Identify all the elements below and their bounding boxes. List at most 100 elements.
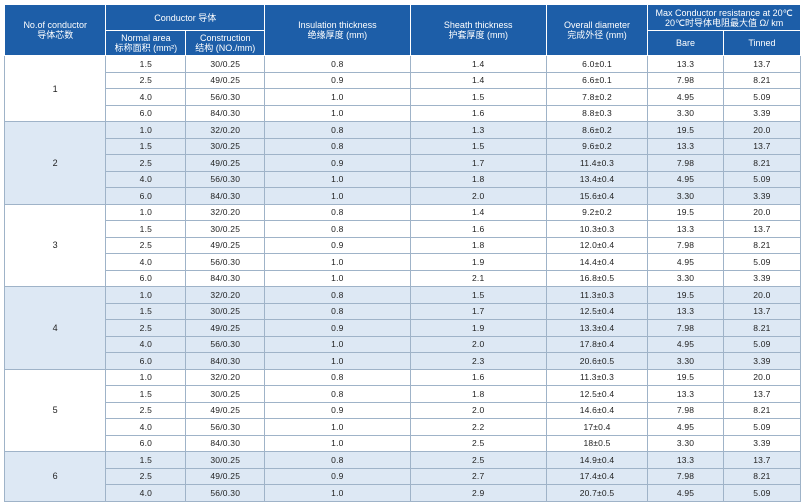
insulation-cell: 0.9	[264, 154, 411, 172]
insulation-cell: 1.0	[264, 88, 411, 106]
table-row: 2.5 49/0.25 0.9 1.7 11.4±0.3 7.98 8.21	[5, 154, 801, 172]
construction-cell: 49/0.25	[185, 401, 266, 419]
tinned-resistance-cell: 5.09	[722, 253, 801, 271]
header-no-conductor: No.of conductor 导体芯数	[3, 4, 107, 56]
construction-cell: 32/0.20	[185, 368, 266, 386]
overall-diameter-cell: 18±0.5	[545, 434, 649, 452]
sheath-cell: 2.9	[409, 484, 547, 502]
insulation-cell: 0.8	[264, 121, 411, 139]
construction-cell: 56/0.30	[185, 335, 266, 353]
construction-cell: 84/0.30	[185, 434, 266, 452]
tinned-resistance-cell: 8.21	[722, 319, 801, 337]
header-sheath-en: Sheath thickness	[443, 20, 513, 30]
header-overall-diameter: Overall diameter 完成外径 (mm)	[545, 4, 649, 56]
construction-cell: 32/0.20	[185, 203, 266, 221]
table-row: 4.0 56/0.30 1.0 1.9 14.4±0.4 4.95 5.09	[5, 253, 801, 271]
construction-cell: 49/0.25	[185, 319, 266, 337]
construction-cell: 56/0.30	[185, 253, 266, 271]
construction-cell: 30/0.25	[185, 385, 266, 403]
sheath-cell: 1.6	[409, 368, 547, 386]
normal-area-cell: 4.0	[105, 170, 187, 188]
insulation-cell: 0.8	[264, 302, 411, 320]
tinned-resistance-cell: 20.0	[722, 203, 801, 221]
tinned-resistance-cell: 3.39	[722, 187, 801, 205]
table-row: 1.5 30/0.25 0.8 1.6 10.3±0.3 13.3 13.7	[5, 220, 801, 238]
sheath-cell: 1.7	[409, 302, 547, 320]
construction-cell: 49/0.25	[185, 236, 266, 254]
sheath-cell: 1.9	[409, 253, 547, 271]
header-normal-area-en: Normal area	[121, 33, 171, 43]
insulation-cell: 1.0	[264, 418, 411, 436]
bare-resistance-cell: 13.3	[647, 55, 724, 73]
overall-diameter-cell: 11.4±0.3	[545, 154, 649, 172]
construction-cell: 56/0.30	[185, 418, 266, 436]
insulation-cell: 1.0	[264, 434, 411, 452]
overall-diameter-cell: 7.8±0.2	[545, 88, 649, 106]
table-row: 6.0 84/0.30 1.0 2.3 20.6±0.5 3.30 3.39	[5, 352, 801, 370]
tinned-resistance-cell: 3.39	[722, 269, 801, 287]
construction-cell: 49/0.25	[185, 154, 266, 172]
sheath-cell: 2.0	[409, 401, 547, 419]
tinned-resistance-cell: 8.21	[722, 401, 801, 419]
normal-area-cell: 1.5	[105, 302, 187, 320]
overall-diameter-cell: 13.3±0.4	[545, 319, 649, 337]
overall-diameter-cell: 9.6±0.2	[545, 137, 649, 155]
normal-area-cell: 2.5	[105, 401, 187, 419]
sheath-cell: 2.7	[409, 467, 547, 485]
header-sheath-cn: 护套厚度 (mm)	[448, 30, 508, 40]
header-resistance-cn: 20℃时导体电阻最大值 Ω/ km	[664, 17, 784, 28]
table-row: 5 1.0 32/0.20 0.8 1.6 11.3±0.3 19.5 20.0	[3, 368, 801, 452]
table-row: 4.0 56/0.30 1.0 2.2 17±0.4 4.95 5.09	[5, 418, 801, 436]
header-resistance: Max Conductor resistance at 20℃ 20℃时导体电阻…	[647, 4, 801, 31]
header-overall-cn: 完成外径 (mm)	[567, 30, 627, 40]
normal-area-cell: 1.5	[105, 385, 187, 403]
construction-cell: 30/0.25	[185, 55, 266, 73]
insulation-cell: 1.0	[264, 484, 411, 502]
sheath-cell: 2.5	[409, 451, 547, 469]
insulation-cell: 0.8	[264, 137, 411, 155]
overall-diameter-cell: 14.6±0.4	[545, 401, 649, 419]
insulation-cell: 1.0	[264, 253, 411, 271]
construction-cell: 30/0.25	[185, 451, 266, 469]
tinned-resistance-cell: 13.7	[722, 137, 801, 155]
table-row: 4.0 56/0.30 1.0 2.0 17.8±0.4 4.95 5.09	[5, 335, 801, 353]
tinned-resistance-cell: 8.21	[722, 467, 801, 485]
tinned-resistance-cell: 5.09	[722, 484, 801, 502]
tinned-resistance-cell: 8.21	[722, 71, 801, 89]
insulation-cell: 0.9	[264, 467, 411, 485]
conductor-count-cell: 6	[3, 451, 107, 502]
normal-area-cell: 2.5	[105, 467, 187, 485]
bare-resistance-cell: 13.3	[647, 451, 724, 469]
normal-area-cell: 4.0	[105, 484, 187, 502]
tinned-resistance-cell: 8.21	[722, 236, 801, 254]
table-row: 2.5 49/0.25 0.9 2.7 17.4±0.4 7.98 8.21	[5, 467, 801, 485]
sheath-cell: 2.1	[409, 269, 547, 287]
normal-area-cell: 1.5	[105, 137, 187, 155]
insulation-cell: 1.0	[264, 170, 411, 188]
construction-cell: 32/0.20	[185, 121, 266, 139]
construction-cell: 32/0.20	[185, 286, 266, 304]
normal-area-cell: 2.5	[105, 154, 187, 172]
bare-resistance-cell: 3.30	[647, 434, 724, 452]
overall-diameter-cell: 17.8±0.4	[545, 335, 649, 353]
table-row: 6.0 84/0.30 1.0 2.5 18±0.5 3.30 3.39	[5, 434, 801, 452]
table-row: 4 1.0 32/0.20 0.8 1.5 11.3±0.3 19.5 20.0	[3, 286, 801, 370]
overall-diameter-cell: 11.3±0.3	[545, 368, 649, 386]
normal-area-cell: 1.0	[105, 203, 187, 221]
header-tinned: Tinned	[722, 30, 801, 56]
sheath-cell: 1.9	[409, 319, 547, 337]
sheath-cell: 1.4	[409, 55, 547, 73]
table-row: 6.0 84/0.30 1.0 2.1 16.8±0.5 3.30 3.39	[5, 269, 801, 287]
overall-diameter-cell: 9.2±0.2	[545, 203, 649, 221]
bare-resistance-cell: 4.95	[647, 484, 724, 502]
normal-area-cell: 4.0	[105, 253, 187, 271]
normal-area-cell: 4.0	[105, 335, 187, 353]
tinned-resistance-cell: 5.09	[722, 88, 801, 106]
insulation-cell: 1.0	[264, 187, 411, 205]
sheath-cell: 1.6	[409, 220, 547, 238]
bare-resistance-cell: 7.98	[647, 71, 724, 89]
overall-diameter-cell: 16.8±0.5	[545, 269, 649, 287]
insulation-cell: 1.0	[264, 104, 411, 122]
sheath-cell: 2.2	[409, 418, 547, 436]
bare-resistance-cell: 3.30	[647, 104, 724, 122]
